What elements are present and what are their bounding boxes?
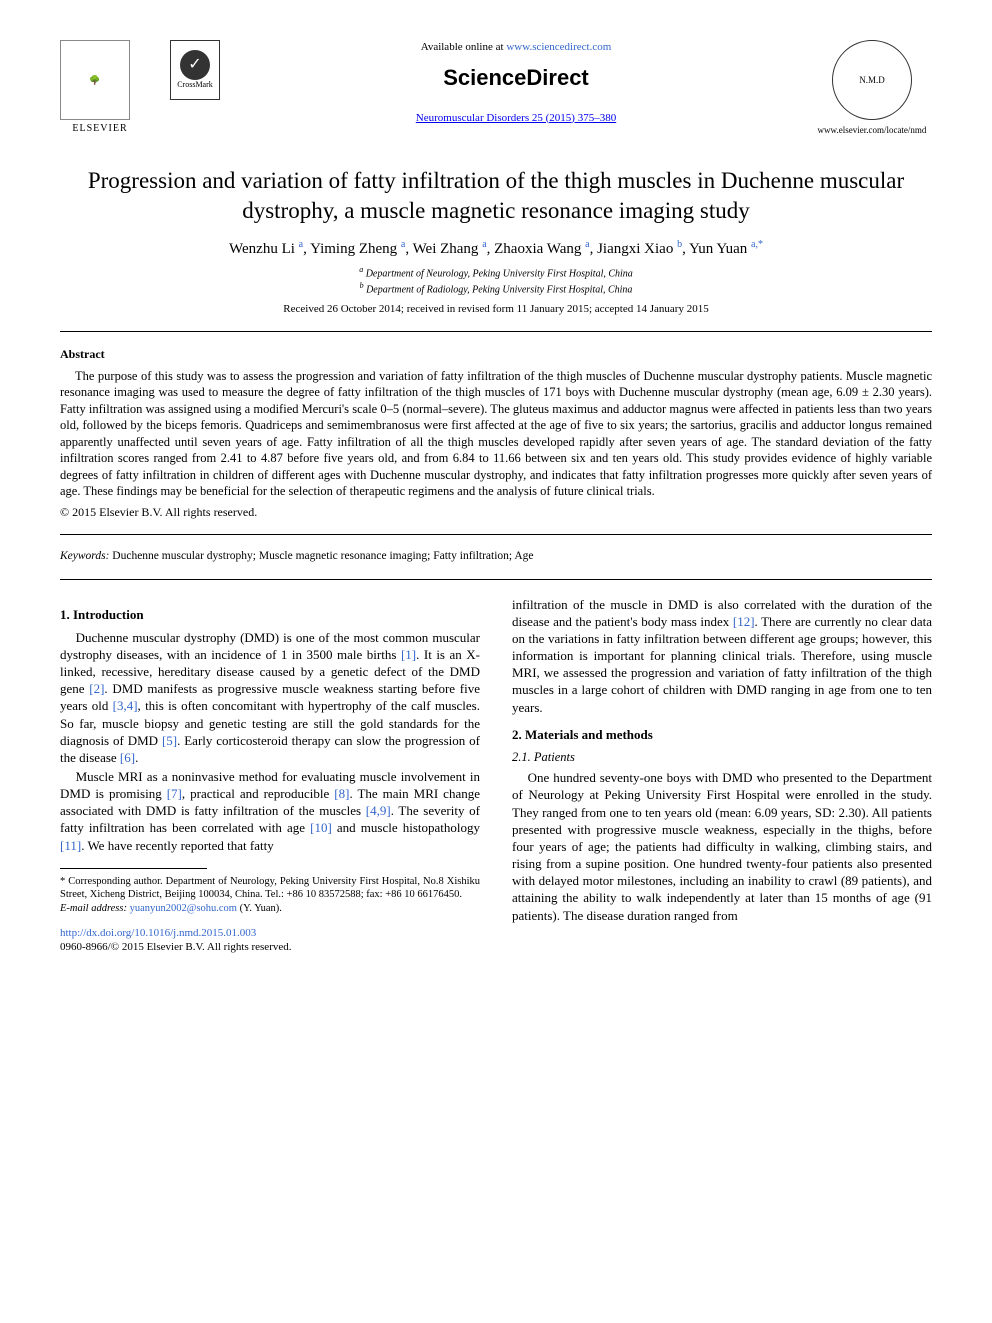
nmd-url: www.elsevier.com/locate/nmd — [812, 124, 932, 136]
sciencedirect-logo: ScienceDirect — [240, 63, 792, 93]
author-3: Zhaoxia Wang a — [494, 241, 589, 257]
citation-link[interactable]: [4,9] — [366, 803, 391, 818]
intro-paragraph-2: Muscle MRI as a noninvasive method for e… — [60, 768, 480, 854]
journal-reference[interactable]: Neuromuscular Disorders 25 (2015) 375–38… — [240, 111, 792, 126]
author-aff-link[interactable]: a — [585, 239, 589, 250]
article-dates: Received 26 October 2014; received in re… — [60, 302, 932, 317]
affiliation-b: b Department of Radiology, Peking Univer… — [60, 281, 932, 296]
author-list: Wenzhu Li a, Yiming Zheng a, Wei Zhang a… — [60, 238, 932, 259]
header-center: Available online at www.sciencedirect.co… — [220, 40, 812, 125]
author-4: Jiangxi Xiao b — [597, 241, 682, 257]
citation-link[interactable]: [6] — [120, 750, 135, 765]
footnote-marker: * — [60, 876, 65, 887]
author-name: Wei Zhang — [413, 241, 479, 257]
column-right: infiltration of the muscle in DMD is als… — [512, 596, 932, 955]
crossmark-badge[interactable]: ✓ CrossMark — [170, 40, 220, 100]
footnote-text: Corresponding author. Department of Neur… — [60, 876, 480, 901]
abstract-copyright: © 2015 Elsevier B.V. All rights reserved… — [60, 504, 932, 520]
author-0: Wenzhu Li a — [229, 241, 303, 257]
author-name: Zhaoxia Wang — [494, 241, 581, 257]
section-heading-methods: 2. Materials and methods — [512, 726, 932, 743]
corresponding-email-link[interactable]: yuanyun2002@sohu.com — [130, 903, 237, 914]
author-1: Yiming Zheng a — [310, 241, 405, 257]
doi-block: http://dx.doi.org/10.1016/j.nmd.2015.01.… — [60, 926, 480, 955]
citation-link[interactable]: [3,4] — [113, 698, 138, 713]
author-name: Jiangxi Xiao — [597, 241, 673, 257]
author-2: Wei Zhang a — [413, 241, 487, 257]
elsevier-tree-icon: 🌳 — [60, 40, 130, 120]
issn-copyright: 0960-8966/© 2015 Elsevier B.V. All right… — [60, 941, 292, 953]
text-run: and muscle histopathology — [332, 820, 480, 835]
author-aff-link[interactable]: a — [401, 239, 405, 250]
header-left: 🌳 ELSEVIER ✓ CrossMark — [60, 40, 220, 136]
author-aff-link[interactable]: a — [299, 239, 303, 250]
divider — [60, 331, 932, 332]
corresponding-footnote: * Corresponding author. Department of Ne… — [60, 875, 480, 916]
subsection-heading-patients: 2.1. Patients — [512, 749, 932, 766]
section-heading-intro: 1. Introduction — [60, 606, 480, 623]
intro-paragraph-1: Duchenne muscular dystrophy (DMD) is one… — [60, 629, 480, 766]
available-online: Available online at www.sciencedirect.co… — [240, 40, 792, 55]
affiliations: a Department of Neurology, Peking Univer… — [60, 265, 932, 296]
affiliation-text: Department of Neurology, Peking Universi… — [366, 269, 633, 280]
abstract-body: The purpose of this study was to assess … — [60, 368, 932, 500]
citation-link[interactable]: [1] — [401, 647, 416, 662]
author-name: Yun Yuan — [689, 241, 747, 257]
citation-link[interactable]: [10] — [310, 820, 332, 835]
body-columns: 1. Introduction Duchenne muscular dystro… — [60, 596, 932, 955]
paper-title: Progression and variation of fatty infil… — [60, 166, 932, 226]
email-suffix: (Y. Yuan). — [240, 903, 282, 914]
email-label: E-mail address: — [60, 903, 127, 914]
crossmark-label: CrossMark — [177, 80, 213, 91]
divider — [60, 534, 932, 535]
citation-link[interactable]: [8] — [334, 786, 349, 801]
patients-paragraph: One hundred seventy-one boys with DMD wh… — [512, 769, 932, 923]
citation-link[interactable]: [11] — [60, 838, 81, 853]
author-name: Yiming Zheng — [310, 241, 397, 257]
elsevier-label: ELSEVIER — [60, 122, 140, 136]
affiliation-a: a Department of Neurology, Peking Univer… — [60, 265, 932, 280]
abstract-block: Abstract The purpose of this study was t… — [60, 346, 932, 520]
author-aff-link[interactable]: b — [677, 239, 682, 250]
doi-link[interactable]: http://dx.doi.org/10.1016/j.nmd.2015.01.… — [60, 927, 256, 939]
nmd-logo-icon: N.M.D — [832, 40, 912, 120]
author-aff-link[interactable]: a,* — [751, 239, 763, 250]
header-right: N.M.D www.elsevier.com/locate/nmd — [812, 40, 932, 136]
available-prefix: Available online at — [421, 41, 507, 53]
affiliation-text: Department of Radiology, Peking Universi… — [366, 284, 632, 295]
intro-continuation: infiltration of the muscle in DMD is als… — [512, 596, 932, 716]
keywords-text: Duchenne muscular dystrophy; Muscle magn… — [112, 550, 533, 562]
elsevier-logo: 🌳 ELSEVIER — [60, 40, 140, 136]
journal-ref-link[interactable]: Neuromuscular Disorders 25 (2015) 375–38… — [416, 112, 616, 124]
column-left: 1. Introduction Duchenne muscular dystro… — [60, 596, 480, 955]
text-run: , practical and reproducible — [182, 786, 334, 801]
crossmark-icon: ✓ — [180, 50, 210, 80]
text-run: . We have recently reported that fatty — [81, 838, 274, 853]
citation-link[interactable]: [7] — [167, 786, 182, 801]
page-header: 🌳 ELSEVIER ✓ CrossMark Available online … — [60, 40, 932, 136]
author-name: Wenzhu Li — [229, 241, 295, 257]
divider — [60, 579, 932, 580]
keywords-label: Keywords: — [60, 550, 109, 562]
text-run: . — [135, 750, 138, 765]
keywords-line: Keywords: Duchenne muscular dystrophy; M… — [60, 549, 932, 565]
title-block: Progression and variation of fatty infil… — [60, 166, 932, 317]
citation-link[interactable]: [12] — [733, 614, 755, 629]
citation-link[interactable]: [5] — [162, 733, 177, 748]
author-5: Yun Yuan a,* — [689, 241, 763, 257]
abstract-text: The purpose of this study was to assess … — [60, 368, 932, 500]
sciencedirect-link[interactable]: www.sciencedirect.com — [506, 41, 611, 53]
citation-link[interactable]: [2] — [89, 681, 104, 696]
nmd-abbr: N.M.D — [859, 74, 885, 86]
abstract-heading: Abstract — [60, 346, 932, 362]
author-aff-link[interactable]: a — [482, 239, 486, 250]
footnote-divider — [60, 868, 207, 869]
